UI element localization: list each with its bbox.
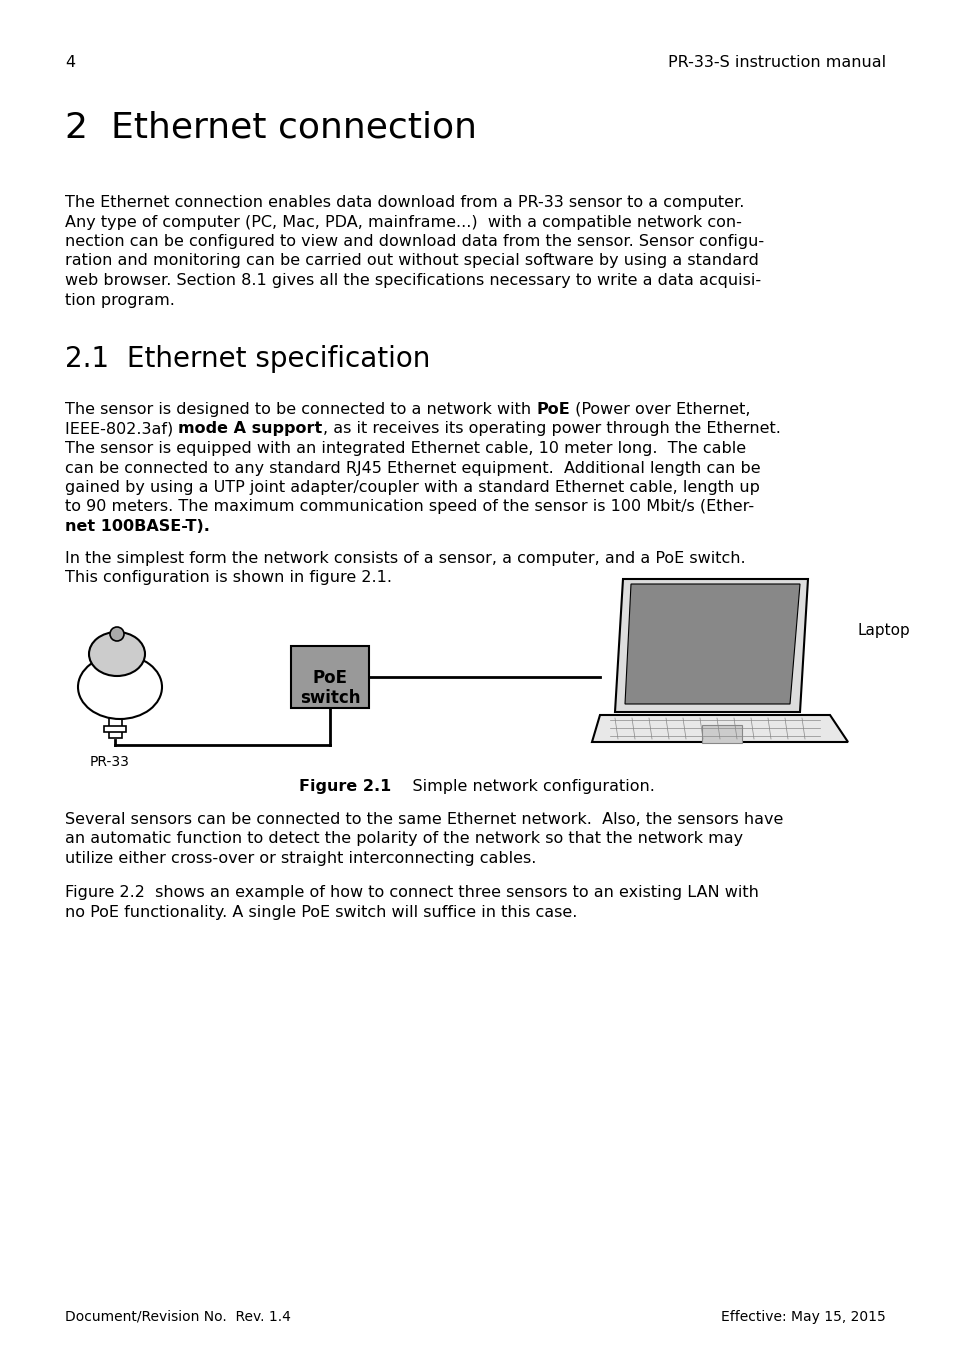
Text: utilize either cross-over or straight interconnecting cables.: utilize either cross-over or straight in… xyxy=(65,850,536,865)
Text: PoE: PoE xyxy=(313,669,347,686)
Text: Laptop: Laptop xyxy=(857,623,910,638)
Text: net 100BASE-T).: net 100BASE-T). xyxy=(65,519,210,533)
Text: can be connected to any standard RJ45 Ethernet equipment.  Additional length can: can be connected to any standard RJ45 Et… xyxy=(65,460,760,475)
Ellipse shape xyxy=(78,655,162,719)
Circle shape xyxy=(110,627,124,640)
Text: Any type of computer (PC, Mac, PDA, mainframe...)  with a compatible network con: Any type of computer (PC, Mac, PDA, main… xyxy=(65,214,741,229)
Bar xyxy=(109,709,122,738)
Text: (Power over Ethernet,: (Power over Ethernet, xyxy=(569,402,750,417)
Text: The sensor is designed to be connected to a network with: The sensor is designed to be connected t… xyxy=(65,402,536,417)
Text: Several sensors can be connected to the same Ethernet network.  Also, the sensor: Several sensors can be connected to the … xyxy=(65,811,782,826)
Text: an automatic function to detect the polarity of the network so that the network : an automatic function to detect the pola… xyxy=(65,831,742,846)
Text: IEEE-802.3af): IEEE-802.3af) xyxy=(65,421,178,436)
Bar xyxy=(104,726,126,733)
Text: mode A support: mode A support xyxy=(178,421,322,436)
Text: Simple network configuration.: Simple network configuration. xyxy=(392,780,654,795)
Text: ration and monitoring can be carried out without special software by using a sta: ration and monitoring can be carried out… xyxy=(65,253,758,268)
Text: web browser. Section 8.1 gives all the specifications necessary to write a data : web browser. Section 8.1 gives all the s… xyxy=(65,274,760,288)
Text: Figure 2.2  shows an example of how to connect three sensors to an existing LAN : Figure 2.2 shows an example of how to co… xyxy=(65,886,758,900)
Text: PR-33: PR-33 xyxy=(90,754,130,769)
Text: PoE: PoE xyxy=(536,402,569,417)
Text: PR-33-S instruction manual: PR-33-S instruction manual xyxy=(667,56,885,70)
Text: gained by using a UTP joint adapter/coupler with a standard Ethernet cable, leng: gained by using a UTP joint adapter/coup… xyxy=(65,481,760,496)
Polygon shape xyxy=(624,584,800,704)
Text: Effective: May 15, 2015: Effective: May 15, 2015 xyxy=(720,1311,885,1324)
Text: The Ethernet connection enables data download from a PR-33 sensor to a computer.: The Ethernet connection enables data dow… xyxy=(65,195,743,210)
Text: 2.1  Ethernet specification: 2.1 Ethernet specification xyxy=(65,345,430,372)
Text: Document/Revision No.  Rev. 1.4: Document/Revision No. Rev. 1.4 xyxy=(65,1311,291,1324)
Text: no PoE functionality. A single PoE switch will suffice in this case.: no PoE functionality. A single PoE switc… xyxy=(65,904,577,919)
Text: 2  Ethernet connection: 2 Ethernet connection xyxy=(65,110,476,144)
Polygon shape xyxy=(592,715,847,742)
Text: Figure 2.1: Figure 2.1 xyxy=(299,780,392,795)
Text: This configuration is shown in figure 2.1.: This configuration is shown in figure 2.… xyxy=(65,570,392,585)
Text: The sensor is equipped with an integrated Ethernet cable, 10 meter long.  The ca: The sensor is equipped with an integrate… xyxy=(65,441,745,456)
Text: , as it receives its operating power through the Ethernet.: , as it receives its operating power thr… xyxy=(322,421,780,436)
Bar xyxy=(701,724,741,743)
Ellipse shape xyxy=(89,632,145,676)
Text: tion program.: tion program. xyxy=(65,292,174,307)
Text: nection can be configured to view and download data from the sensor. Sensor conf: nection can be configured to view and do… xyxy=(65,234,763,249)
Text: switch: switch xyxy=(299,689,360,707)
Text: to 90 meters. The maximum communication speed of the sensor is 100 Mbit/s (Ether: to 90 meters. The maximum communication … xyxy=(65,500,753,515)
Polygon shape xyxy=(615,580,807,712)
Text: 4: 4 xyxy=(65,56,75,70)
Bar xyxy=(291,646,369,708)
Text: In the simplest form the network consists of a sensor, a computer, and a PoE swi: In the simplest form the network consist… xyxy=(65,551,745,566)
